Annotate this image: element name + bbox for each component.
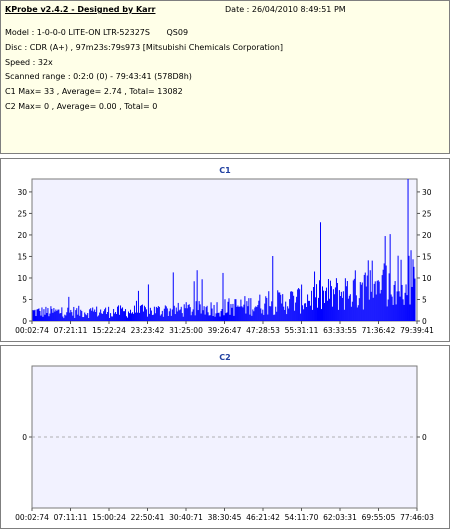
x-tick-label: 00:02:74 [15,326,49,335]
y-tick-label-left: 0 [22,317,27,326]
y-tick-label-right: 25 [422,209,432,218]
x-tick-label: 46:21:42 [246,513,280,522]
c1-chart: C1 0 0 5 5 10 10 15 15 20 20 25 25 30 30 00:02:74 07:21:… [15,166,434,335]
x-tick-label: 22:50:41 [131,513,165,522]
x-tick-label: 23:23:42 [131,326,165,335]
x-tick-label: 47:28:53 [246,326,280,335]
x-tick-label: 30:40:71 [169,513,203,522]
x-tick-label: 62:03:31 [323,513,357,522]
chart-title: C1 [219,166,231,175]
scanned-range: Scanned range : 0:2:0 (0) - 79:43:41 (57… [5,72,192,81]
x-tick-label: 69:55:05 [362,513,396,522]
x-tick-label: 38:30:45 [208,513,242,522]
c1-chart-panel: C1 0 0 5 5 10 10 15 15 20 20 25 25 30 30 00:02:74 07:21:… [0,158,450,342]
y-tick-label-right: 15 [422,252,432,261]
app-title: KProbe v2.4.2 - Designed by Karr [5,5,156,14]
chart-title: C2 [219,353,230,362]
x-tick-label: 15:22:24 [92,326,126,335]
y-tick-label-left: 15 [17,252,27,261]
c2-chart-panel: C2 0 0 00:02:74 07:11:11 15:00:24 22:50:41 30:4… [0,345,450,529]
y-tick-label-right: 5 [422,295,427,304]
x-tick-label: 55:31:11 [285,326,319,335]
x-tick-label: 79:39:41 [400,326,434,335]
x-tick-label: 63:33:55 [323,326,357,335]
drive-model: Model : 1-0-0-0 LITE-ON LTR-52327S QS09 [5,28,188,37]
speed-info: Speed : 32x [5,58,53,67]
y-tick-label-left: 25 [17,209,27,218]
y-tick-label-right: 0 [422,317,427,326]
x-tick-label: 71:36:42 [362,326,396,335]
x-tick-label: 00:02:74 [15,513,49,522]
y-tick-label-right: 20 [422,231,432,240]
c2-chart: C2 0 0 00:02:74 07:11:11 15:00:24 22:50:41 30:4… [15,353,434,522]
y-tick-label-right: 0 [422,433,427,442]
x-tick-label: 15:00:24 [92,513,126,522]
x-tick-label: 31:25:00 [169,326,203,335]
y-tick-label-left: 0 [22,433,27,442]
c2-stats: C2 Max= 0 , Average= 0.00 , Total= 0 [5,102,158,111]
y-tick-label-left: 10 [17,274,27,283]
y-tick-label-left: 20 [17,231,27,240]
info-panel: KProbe v2.4.2 - Designed by Karr Date : … [0,0,450,154]
y-tick-label-right: 10 [422,274,432,283]
y-tick-label-right: 30 [422,188,432,197]
x-tick-label: 77:46:03 [400,513,434,522]
c1-stats: C1 Max= 33 , Average= 2.74 , Total= 1308… [5,87,183,96]
x-tick-label: 07:11:11 [54,513,88,522]
x-tick-label: 07:21:11 [54,326,88,335]
disc-info: Disc : CDR (A+) , 97m23s:79s973 [Mitsubi… [5,43,283,52]
scan-date: Date : 26/04/2010 8:49:51 PM [225,5,346,14]
y-tick-label-left: 30 [17,188,27,197]
drive-firmware: QS09 [166,28,189,37]
x-tick-label: 54:11:70 [285,513,319,522]
drive-model-name: Model : 1-0-0-0 LITE-ON LTR-52327S [5,28,150,37]
x-tick-label: 39:26:47 [208,326,242,335]
y-tick-label-left: 5 [22,295,27,304]
